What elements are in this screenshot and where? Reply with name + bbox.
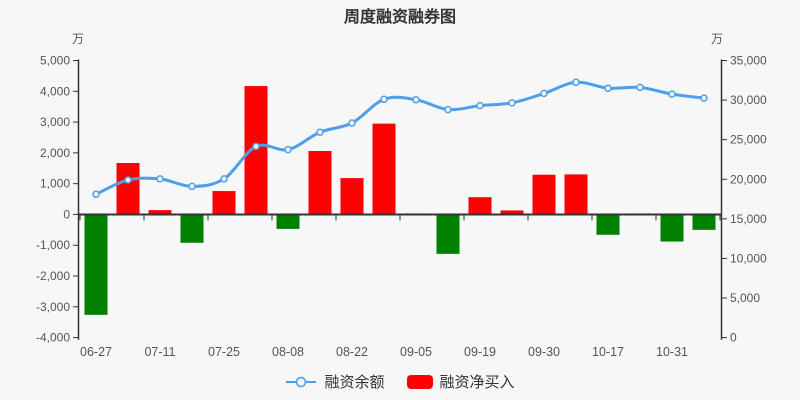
- right-axis-tick-label-6: 5,000: [730, 291, 760, 305]
- x-axis-label-06-27: 06-27: [80, 345, 112, 359]
- line-marker-13[interactable]: [508, 99, 516, 107]
- line-marker-12[interactable]: [476, 101, 484, 110]
- right-axis-tick-label-3: 20,000: [730, 172, 767, 186]
- line-marker-6[interactable]: [284, 145, 292, 154]
- right-axis-tick-label-1: 30,000: [730, 93, 767, 107]
- line-marker-3[interactable]: [188, 182, 196, 191]
- line-marker-2[interactable]: [156, 175, 164, 183]
- bar-融资净买入-1[interactable]: [116, 163, 140, 215]
- left-axis-tick-label-5: 0: [63, 207, 70, 221]
- line-marker-15[interactable]: [572, 78, 580, 87]
- line-marker-17[interactable]: [636, 83, 644, 92]
- x-axis-label-08-22: 08-22: [336, 345, 368, 359]
- bar-融资净买入-3[interactable]: [180, 214, 204, 243]
- bar-融资净买入-19[interactable]: [692, 214, 716, 230]
- line-marker-19[interactable]: [700, 94, 708, 102]
- line-marker-8[interactable]: [348, 119, 356, 127]
- bar-融资净买入-18[interactable]: [660, 214, 684, 242]
- bar-融资净买入-2[interactable]: [148, 210, 172, 215]
- right-axis-tick-label-2: 25,000: [730, 133, 767, 147]
- bar-融资净买入-4[interactable]: [212, 191, 236, 215]
- bar-融资净买入-5[interactable]: [244, 86, 268, 215]
- chart-legend: 融资余额 融资净买入: [0, 371, 800, 392]
- x-axis-label-10-31: 10-31: [656, 345, 688, 359]
- bar-融资净买入-11[interactable]: [436, 214, 460, 254]
- bar-融资净买入-14[interactable]: [532, 174, 556, 215]
- x-axis-label-08-08: 08-08: [272, 345, 304, 359]
- line-marker-1[interactable]: [124, 176, 132, 184]
- right-axis-tick-label-4: 15,000: [730, 212, 767, 226]
- line-marker-10[interactable]: [412, 95, 420, 104]
- line-marker-5[interactable]: [252, 142, 260, 151]
- right-axis-unit-label: 万: [710, 32, 723, 46]
- line-marker-16[interactable]: [604, 84, 612, 92]
- legend-item-bar-series[interactable]: 融资净买入: [406, 371, 515, 392]
- x-axis-label-09-30: 09-30: [528, 345, 560, 359]
- left-axis-tick-label-0: 5,000: [40, 54, 70, 68]
- bar-series-legend-icon: [406, 374, 433, 389]
- left-axis-tick-label-2: 3,000: [40, 115, 70, 129]
- chart-title: 周度融资融券图: [343, 9, 456, 26]
- legend-item-line-series[interactable]: 融资余额: [285, 371, 385, 392]
- line-marker-18[interactable]: [668, 90, 676, 98]
- line-marker-4[interactable]: [220, 175, 228, 183]
- bar-series-legend-label: 融资净买入: [439, 374, 515, 391]
- bar-融资净买入-8[interactable]: [340, 178, 364, 215]
- line-marker-11[interactable]: [444, 105, 452, 114]
- line-marker-0[interactable]: [92, 190, 100, 199]
- bar-融资净买入-15[interactable]: [564, 174, 588, 215]
- left-axis-tick-label-7: -2,000: [36, 269, 70, 283]
- bar-融资净买入-6[interactable]: [276, 214, 300, 229]
- bar-融资净买入-0[interactable]: [84, 214, 108, 315]
- left-axis-tick-label-6: -1,000: [36, 238, 70, 252]
- left-axis-tick-label-4: 1,000: [40, 177, 70, 191]
- bar-融资净买入-12[interactable]: [468, 197, 492, 215]
- x-axis-label-10-17: 10-17: [592, 345, 624, 359]
- left-axis-tick-label-3: 2,000: [40, 146, 70, 160]
- line-series-legend-icon: [286, 376, 317, 387]
- x-axis-label-09-19: 09-19: [464, 345, 496, 359]
- left-axis-tick-label-1: 4,000: [40, 84, 70, 98]
- line-marker-9[interactable]: [380, 95, 388, 104]
- bar-融资净买入-13[interactable]: [500, 210, 524, 215]
- left-axis-tick-label-9: -4,000: [36, 331, 70, 345]
- bar-融资净买入-7[interactable]: [308, 151, 332, 215]
- line-marker-14[interactable]: [540, 89, 548, 98]
- left-axis-tick-label-8: -3,000: [36, 300, 70, 314]
- bar-融资净买入-16[interactable]: [596, 214, 620, 235]
- x-axis-label-09-05: 09-05: [400, 345, 432, 359]
- x-axis-label-07-11: 07-11: [144, 345, 175, 359]
- line-series-融资余额: [94, 80, 706, 196]
- bar-融资净买入-9[interactable]: [372, 123, 396, 215]
- right-axis-tick-label-0: 35,000: [730, 54, 767, 68]
- right-axis-tick-label-7: 0: [730, 331, 737, 345]
- x-axis-label-07-25: 07-25: [208, 345, 240, 359]
- left-axis-unit-label: 万: [71, 32, 84, 46]
- line-series-legend-label: 融资余额: [324, 374, 385, 391]
- right-axis-tick-label-5: 10,000: [730, 251, 767, 265]
- line-marker-7[interactable]: [316, 128, 324, 136]
